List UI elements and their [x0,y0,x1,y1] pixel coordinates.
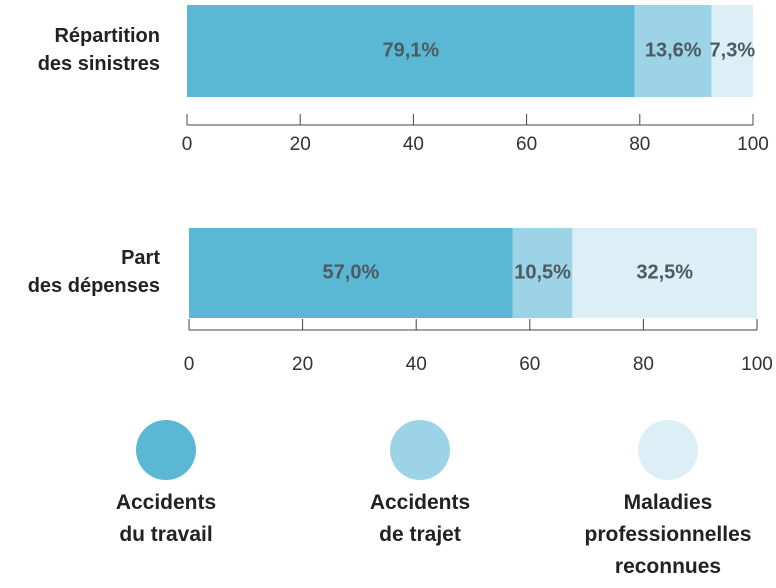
x-tick-label: 40 [403,134,424,155]
category-label: Répartition des sinistres [38,25,160,75]
legend-label: Maladies professionnelles reconnues [585,491,752,578]
bar-segment [711,5,753,97]
x-tick-label: 80 [629,134,650,155]
x-tick-label: 100 [737,134,769,155]
bar-segment [512,228,573,318]
legend-swatch [390,420,450,480]
x-tick-label: 0 [182,134,193,155]
bar-segment [634,5,712,97]
x-tick-label: 40 [406,354,427,375]
bar-segment [187,5,635,97]
x-tick-label: 20 [292,354,313,375]
value-label: 79,1% [382,39,439,61]
x-tick-label: 20 [290,134,311,155]
legend-swatch [638,420,698,480]
legend-label: Accidents de trajet [370,491,470,546]
x-tick-label: 60 [519,354,540,375]
legend-label: Accidents du travail [116,491,216,546]
x-tick-label: 100 [741,354,773,375]
bar-segment [572,228,757,318]
value-label: 7,3% [710,39,756,61]
value-label: 57,0% [323,261,380,283]
value-label: 32,5% [636,261,693,283]
x-tick-label: 80 [633,354,654,375]
x-tick-label: 0 [184,354,195,375]
x-tick-label: 60 [516,134,537,155]
category-label: Part des dépenses [28,247,161,297]
legend-swatch [136,420,196,480]
bar-segment [189,228,513,318]
value-label: 10,5% [514,261,571,283]
value-label: 13,6% [645,39,702,61]
